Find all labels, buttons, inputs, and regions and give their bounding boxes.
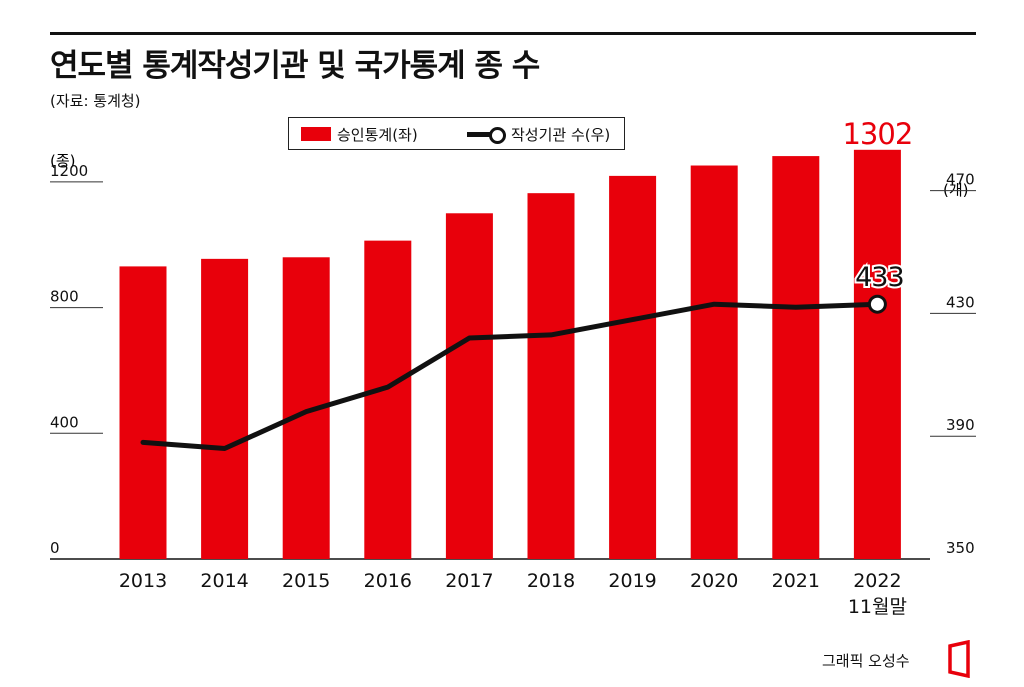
y-right-tick-label: 470 bbox=[946, 171, 975, 189]
x-tick-sublabel: 11월말 bbox=[848, 596, 907, 618]
y-left-tick-label: 800 bbox=[50, 288, 79, 306]
x-tick-label: 2020 bbox=[690, 570, 738, 592]
line-end-marker bbox=[867, 294, 887, 314]
series-line bbox=[140, 301, 880, 451]
bar bbox=[445, 213, 493, 560]
x-tick-label: 2015 bbox=[282, 570, 330, 592]
x-tick-label: 2018 bbox=[527, 570, 575, 592]
y-left-tick-label: 1200 bbox=[50, 162, 88, 180]
bar bbox=[690, 165, 738, 559]
page-title: 연도별 통계작성기관 및 국가통계 종 수 bbox=[50, 48, 540, 84]
y-left-tick-label: 400 bbox=[50, 413, 79, 431]
legend-line-marker bbox=[489, 127, 506, 144]
bar bbox=[772, 156, 820, 560]
x-tick-label: 2016 bbox=[364, 570, 412, 592]
source-note: (자료: 통계청) bbox=[50, 92, 141, 110]
graphic-credit: 그래픽 오성수 bbox=[822, 652, 910, 670]
bar bbox=[527, 193, 575, 559]
x-tick-label: 2014 bbox=[200, 570, 248, 592]
chart-legend: 승인통계(좌) 작성기관 수(우) bbox=[288, 117, 625, 150]
title-rule bbox=[50, 32, 976, 35]
bar bbox=[609, 175, 657, 559]
line-value-label: 433 bbox=[855, 262, 904, 293]
y-right-tick-label: 390 bbox=[946, 416, 975, 434]
legend-bar-label: 승인통계(좌) bbox=[337, 126, 418, 144]
publisher-logo-icon bbox=[948, 640, 970, 678]
y-right-unit: (개) bbox=[943, 181, 969, 199]
legend-bar-swatch bbox=[301, 127, 331, 141]
bar bbox=[853, 149, 901, 560]
x-tick-label: 2022 bbox=[853, 570, 901, 592]
x-tick-label: 2021 bbox=[772, 570, 820, 592]
y-right-tick-label: 430 bbox=[946, 293, 975, 311]
legend-line-swatch bbox=[467, 132, 495, 137]
y-left-unit: (종) bbox=[50, 152, 76, 170]
x-tick-label: 2019 bbox=[608, 570, 656, 592]
y-right-tick-label: 350 bbox=[946, 539, 975, 557]
bar bbox=[364, 240, 412, 559]
x-tick-label: 2017 bbox=[445, 570, 493, 592]
x-tick-label: 2013 bbox=[119, 570, 167, 592]
y-left-tick-label: 0 bbox=[50, 539, 60, 557]
bar-value-label: 1302 bbox=[842, 117, 912, 151]
legend-line-label: 작성기관 수(우) bbox=[511, 126, 611, 144]
bar bbox=[119, 266, 167, 559]
bar bbox=[201, 258, 249, 559]
